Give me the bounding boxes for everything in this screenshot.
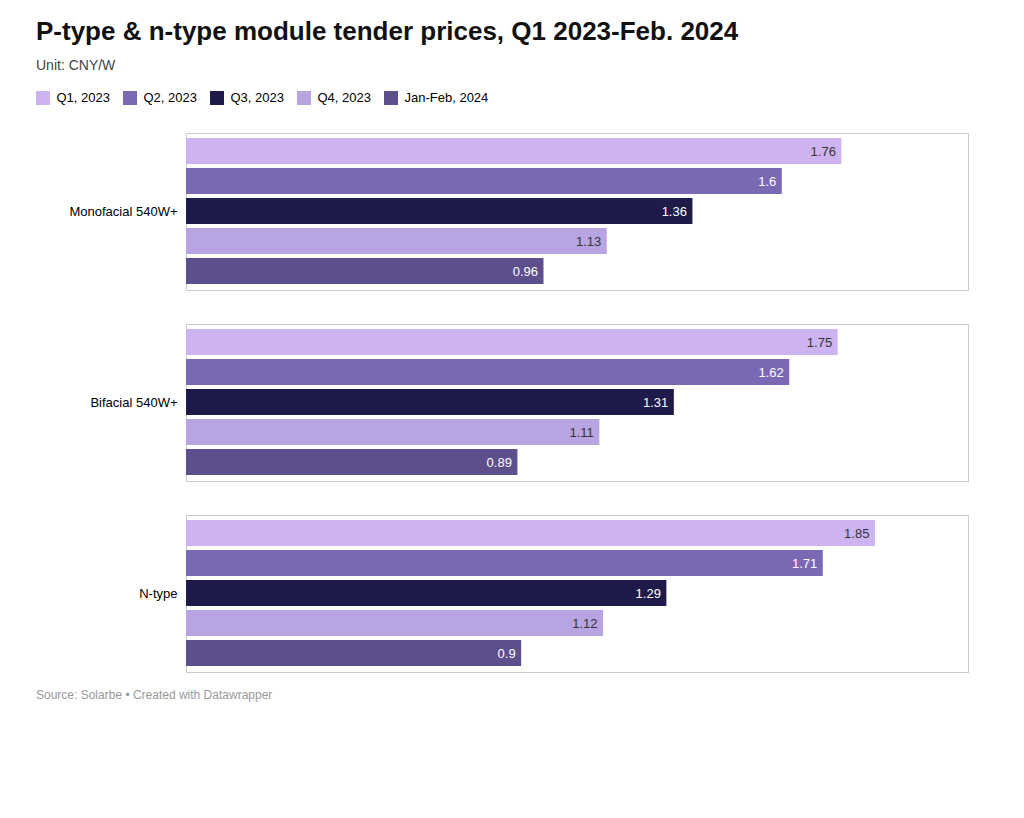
svg-text:1.13: 1.13 <box>576 234 601 249</box>
html-text:Q1, 2023: Q1, 2023 <box>56 90 110 105</box>
svg-text:0.96: 0.96 <box>513 264 538 279</box>
svg-text:1.85: 1.85 <box>844 526 869 541</box>
svg-text:1.11: 1.11 <box>569 425 593 440</box>
svg-text:0.9: 0.9 <box>498 646 516 661</box>
html-text:Q2, 2023: Q2, 2023 <box>143 90 197 105</box>
svg-text:1.71: 1.71 <box>792 556 817 571</box>
svg-text:1.12: 1.12 <box>572 616 597 631</box>
html-text:Unit: CNY/W: Unit: CNY/W <box>36 57 116 73</box>
svg-text:1.36: 1.36 <box>662 204 687 219</box>
svg-text:1.29: 1.29 <box>636 586 661 601</box>
svg-text:1.31: 1.31 <box>643 395 668 410</box>
html-text:P-type & n-type module tender: P-type & n-type module tender prices, Q1… <box>36 16 739 46</box>
svg-text:1.6: 1.6 <box>758 174 776 189</box>
svg-text:0.89: 0.89 <box>487 455 512 470</box>
svg-text:1.75: 1.75 <box>807 335 832 350</box>
html-text:Q3, 2023: Q3, 2023 <box>230 90 284 105</box>
svg-text:Bifacial 540W+: Bifacial 540W+ <box>90 395 177 410</box>
html-text:Jan-Feb, 2024: Jan-Feb, 2024 <box>404 90 489 105</box>
html-text:Q4, 2023: Q4, 2023 <box>317 90 371 105</box>
svg-text:1.76: 1.76 <box>811 144 836 159</box>
svg-text:N-type: N-type <box>139 586 177 601</box>
svg-text:Monofacial 540W+: Monofacial 540W+ <box>69 204 177 219</box>
html-text:Source: Solarbe • Created with: Source: Solarbe • Created with Datawrapp… <box>36 688 273 702</box>
svg-text:1.62: 1.62 <box>758 365 783 380</box>
